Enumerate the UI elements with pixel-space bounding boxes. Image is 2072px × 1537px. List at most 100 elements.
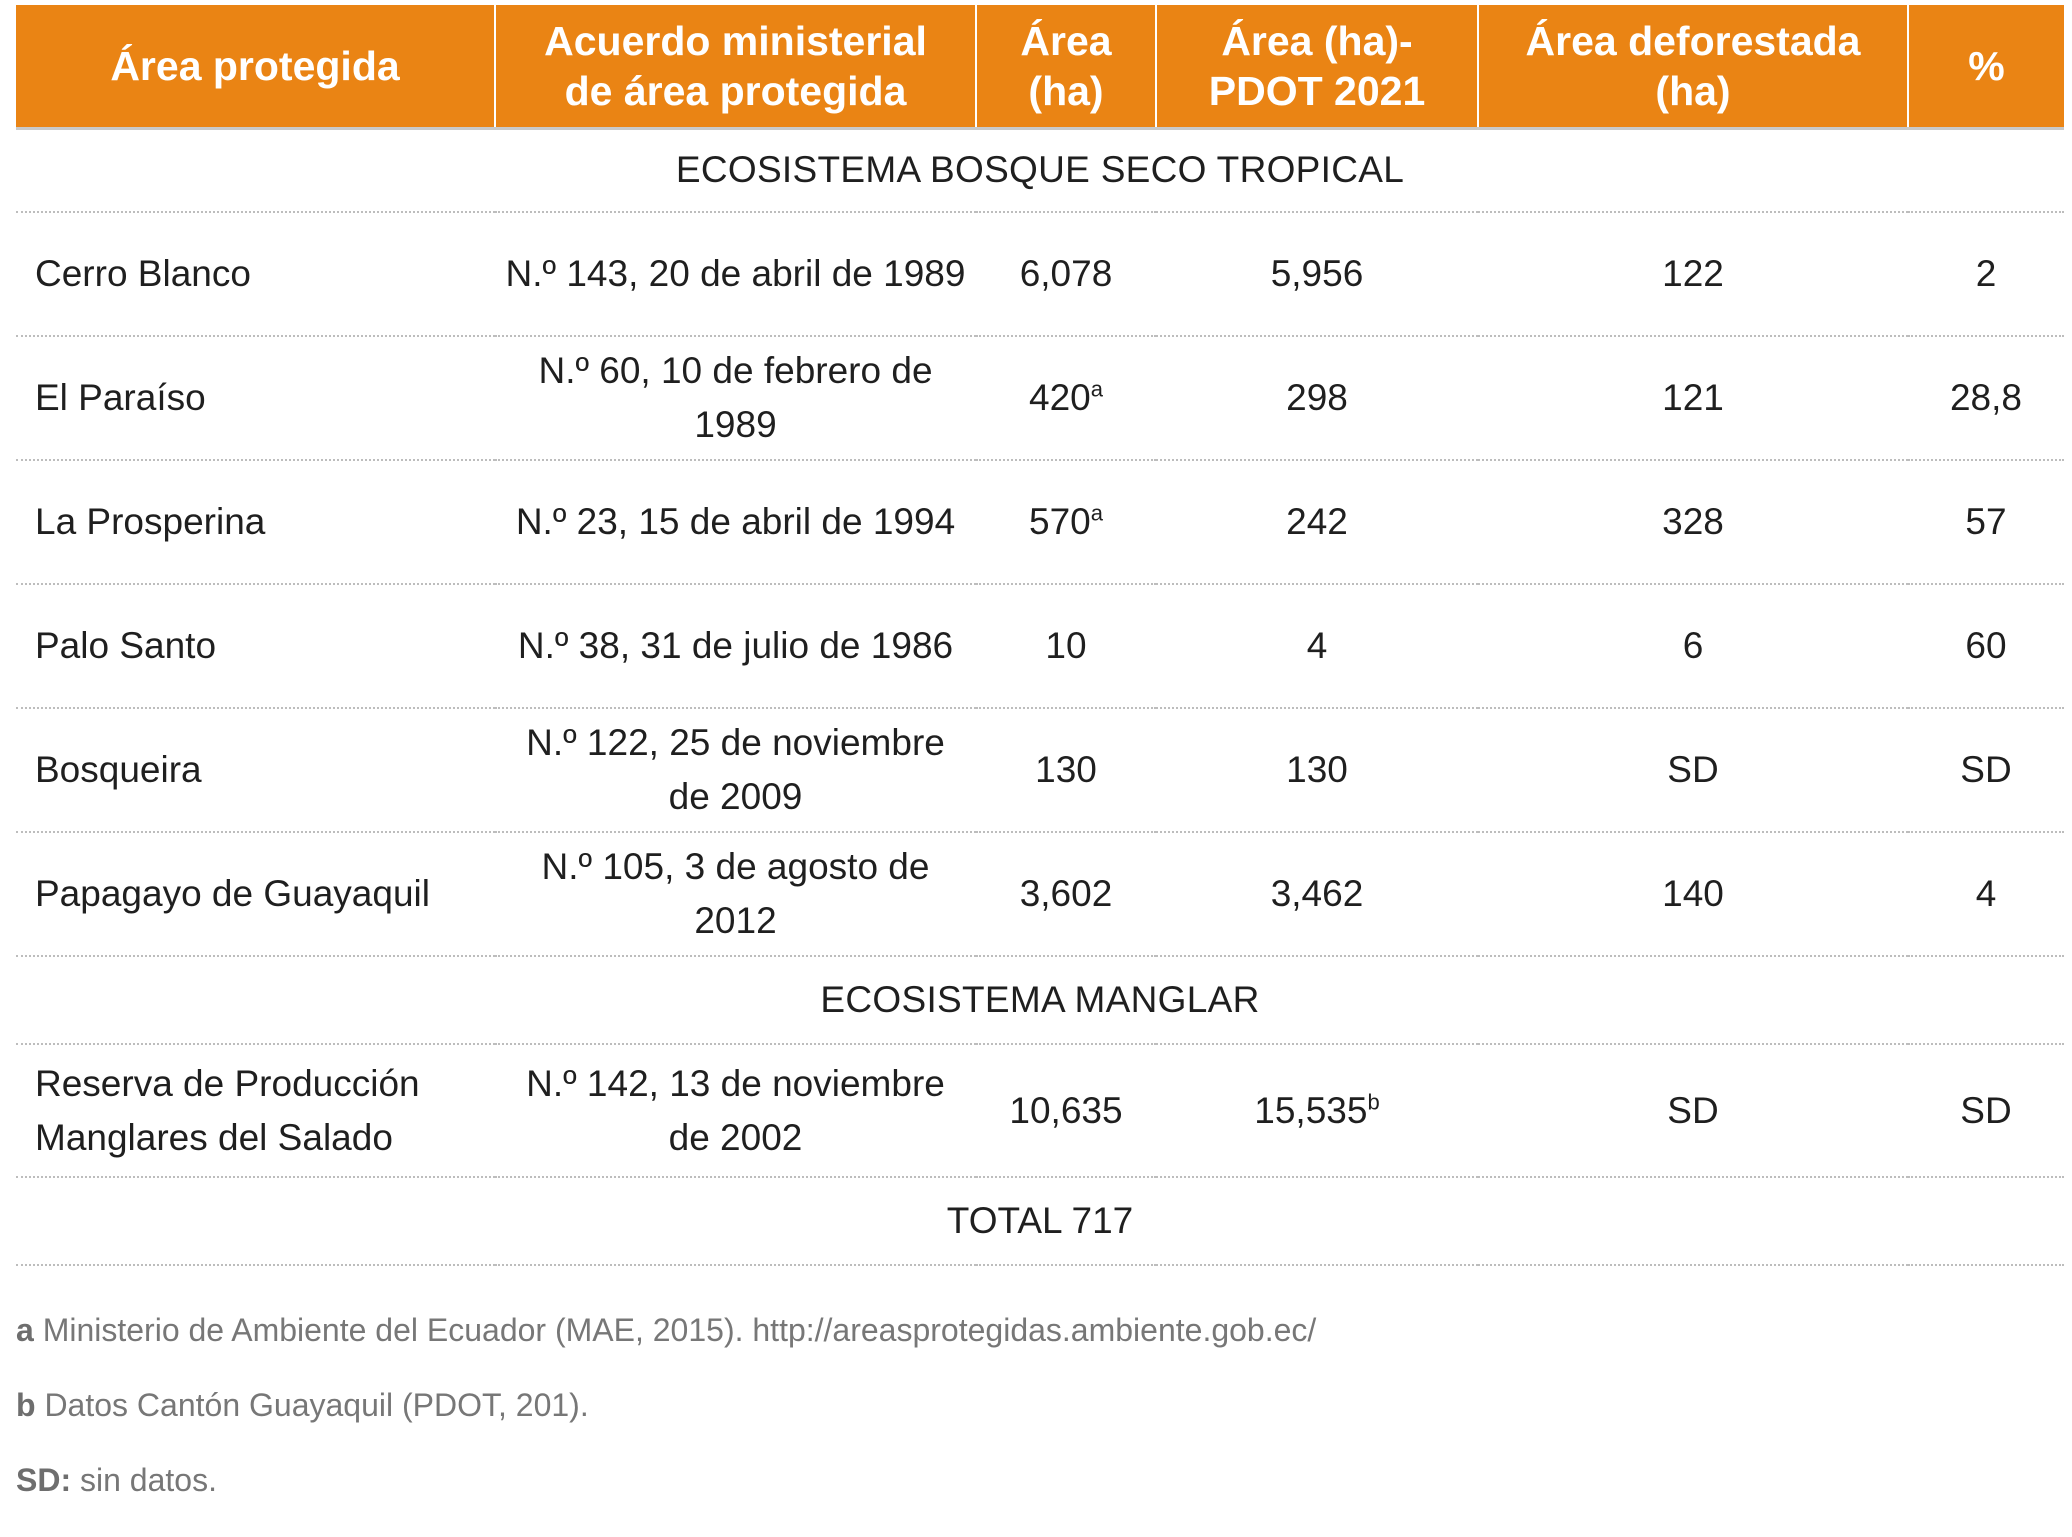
cell-acuerdo: N.º 38, 31 de julio de 1986 xyxy=(495,584,976,709)
cell-percent: 60 xyxy=(1908,584,2064,709)
cell-percent-text: SD xyxy=(1960,1089,2012,1131)
cell-area-text: 570 xyxy=(1029,501,1091,542)
table-container: Área protegida Acuerdo ministerial de área… xyxy=(16,5,2064,1266)
cell-acuerdo-text: N.º 105, 3 de agosto de 2012 xyxy=(541,846,930,941)
header-line: PDOT 2021 xyxy=(1208,67,1426,114)
cell-area-text: 6,078 xyxy=(1019,253,1113,294)
footnote-key: SD: xyxy=(16,1462,72,1498)
cell-area-pdot: 5,956 xyxy=(1156,212,1478,337)
cell-acuerdo-text: N.º 142, 13 de noviembre de 2002 xyxy=(526,1062,945,1158)
cell-area: 420a xyxy=(976,336,1156,461)
cell-acuerdo-text: N.º 60, 10 de febrero de 1989 xyxy=(538,350,933,445)
table-row: Palo Santo N.º 38, 31 de julio de 1986 10 4… xyxy=(16,584,2064,709)
cell-area-pdot-text: 242 xyxy=(1286,501,1348,542)
cell-percent-text: 57 xyxy=(1965,501,2007,542)
footnote-marker: a xyxy=(1090,376,1103,402)
cell-acuerdo: N.º 23, 15 de abril de 1994 xyxy=(495,460,976,585)
table-row: La Prosperina N.º 23, 15 de abril de 1994… xyxy=(16,460,2064,585)
cell-area-deforestada: 6 xyxy=(1478,584,1908,709)
header-percent: % xyxy=(1908,5,2064,130)
cell-area: 6,078 xyxy=(976,212,1156,337)
cell-acuerdo-text: N.º 122, 25 de noviembre de 2009 xyxy=(526,722,945,817)
cell-area-deforestada-text: 122 xyxy=(1662,253,1724,294)
cell-area-deforestada-text: 121 xyxy=(1662,377,1724,418)
cell-area-protegida: La Prosperina xyxy=(16,460,495,585)
cell-percent: SD xyxy=(1908,708,2064,833)
cell-area-protegida-text: Reserva de Producción Manglares del Sala… xyxy=(35,1062,420,1158)
section-row: ECOSISTEMA BOSQUE SECO TROPICAL xyxy=(16,128,2064,213)
footnote-key: a xyxy=(16,1312,34,1348)
header-line: % xyxy=(1968,42,2005,89)
cell-percent-text: SD xyxy=(1960,749,2012,790)
cell-percent: 57 xyxy=(1908,460,2064,585)
cell-area-deforestada: SD xyxy=(1478,1044,1908,1178)
header-acuerdo: Acuerdo ministerial de área protegida xyxy=(495,5,977,130)
cell-area-protegida-text: Cerro Blanco xyxy=(35,253,251,294)
cell-area-text: 130 xyxy=(1035,749,1097,790)
table-row: Cerro Blanco N.º 143, 20 de abril de 1989… xyxy=(16,212,2064,337)
cell-percent-text: 2 xyxy=(1975,253,1997,294)
header-line: Acuerdo ministerial xyxy=(544,17,927,64)
cell-area-protegida-text: Bosqueira xyxy=(35,749,202,790)
cell-area-text: 420 xyxy=(1029,377,1091,418)
footnote: SD: sin datos. xyxy=(16,1450,1316,1525)
cell-area-deforestada: 121 xyxy=(1478,336,1908,461)
cell-acuerdo: N.º 122, 25 de noviembre de 2009 xyxy=(495,708,976,833)
section-row: ECOSISTEMA MANGLAR xyxy=(16,956,2064,1045)
cell-area-deforestada: 140 xyxy=(1478,832,1908,957)
table-row: Papagayo de Guayaquil N.º 105, 3 de agost… xyxy=(16,832,2064,957)
cell-area-deforestada: 328 xyxy=(1478,460,1908,585)
cell-acuerdo-text: N.º 143, 20 de abril de 1989 xyxy=(505,253,966,294)
header-line: Área deforestada xyxy=(1525,17,1861,64)
footnote: a Ministerio de Ambiente del Ecuador (MA… xyxy=(16,1300,1316,1375)
header-line: Área protegida xyxy=(110,42,400,89)
cell-area-pdot-text: 130 xyxy=(1286,749,1348,790)
footnotes: a Ministerio de Ambiente del Ecuador (MA… xyxy=(16,1300,1316,1525)
cell-area: 130 xyxy=(976,708,1156,833)
header-line: (ha) xyxy=(1028,67,1104,114)
cell-area: 570a xyxy=(976,460,1156,585)
cell-area: 3,602 xyxy=(976,832,1156,957)
cell-acuerdo: N.º 105, 3 de agosto de 2012 xyxy=(495,832,976,957)
protected-areas-table: Área protegida Acuerdo ministerial de área… xyxy=(16,5,2064,1266)
header-row: Área protegida Acuerdo ministerial de área… xyxy=(16,5,2064,130)
table-row: El Paraíso N.º 60, 10 de febrero de 1989 4… xyxy=(16,336,2064,461)
total-value: TOTAL 717 xyxy=(16,1177,2064,1266)
cell-acuerdo: N.º 142, 13 de noviembre de 2002 xyxy=(495,1044,976,1178)
cell-area-protegida-text: La Prosperina xyxy=(35,501,266,542)
cell-area-pdot-text: 3,462 xyxy=(1270,873,1364,914)
footnote: b Datos Cantón Guayaquil (PDOT, 201). xyxy=(16,1375,1316,1450)
header-line: Área xyxy=(1020,17,1112,64)
cell-percent-text: 28,8 xyxy=(1949,377,2022,418)
cell-area-text: 10 xyxy=(1045,625,1087,666)
cell-percent: SD xyxy=(1908,1044,2064,1178)
footnote-marker: b xyxy=(1367,1089,1380,1115)
cell-area-deforestada-text: 328 xyxy=(1662,501,1724,542)
cell-area-pdot: 4 xyxy=(1156,584,1478,709)
footnote-text: sin datos. xyxy=(71,1462,217,1498)
table-header: Área protegida Acuerdo ministerial de área… xyxy=(16,5,2064,130)
cell-area-protegida-text: El Paraíso xyxy=(35,377,206,418)
cell-area-pdot-text: 4 xyxy=(1306,625,1328,666)
cell-area-pdot: 3,462 xyxy=(1156,832,1478,957)
table-body: ECOSISTEMA BOSQUE SECO TROPICAL Cerro Bla… xyxy=(16,128,2064,1266)
cell-area-pdot: 298 xyxy=(1156,336,1478,461)
cell-area-protegida: Palo Santo xyxy=(16,584,495,709)
cell-percent: 28,8 xyxy=(1908,336,2064,461)
cell-area-pdot-text: 15,535 xyxy=(1254,1089,1368,1131)
cell-percent-text: 4 xyxy=(1975,873,1997,914)
header-area-pdot: Área (ha)- PDOT 2021 xyxy=(1156,5,1479,130)
cell-area-protegida: Cerro Blanco xyxy=(16,212,495,337)
header-area-deforestada: Área deforestada (ha) xyxy=(1478,5,1909,130)
footnote-marker: a xyxy=(1090,500,1103,526)
cell-area: 10,635 xyxy=(976,1044,1156,1178)
footnote-key: b xyxy=(16,1387,36,1423)
table-row: Reserva de Producción Manglares del Sala… xyxy=(16,1044,2064,1178)
footnote-text: Ministerio de Ambiente del Ecuador (MAE,… xyxy=(33,1312,1317,1348)
cell-area: 10 xyxy=(976,584,1156,709)
cell-area-deforestada-text: SD xyxy=(1667,749,1719,790)
cell-area-protegida-text: Papagayo de Guayaquil xyxy=(35,873,430,914)
footnote-text: Datos Cantón Guayaquil (PDOT, 201). xyxy=(35,1387,589,1423)
cell-acuerdo: N.º 60, 10 de febrero de 1989 xyxy=(495,336,976,461)
section-title: ECOSISTEMA MANGLAR xyxy=(16,956,2064,1045)
